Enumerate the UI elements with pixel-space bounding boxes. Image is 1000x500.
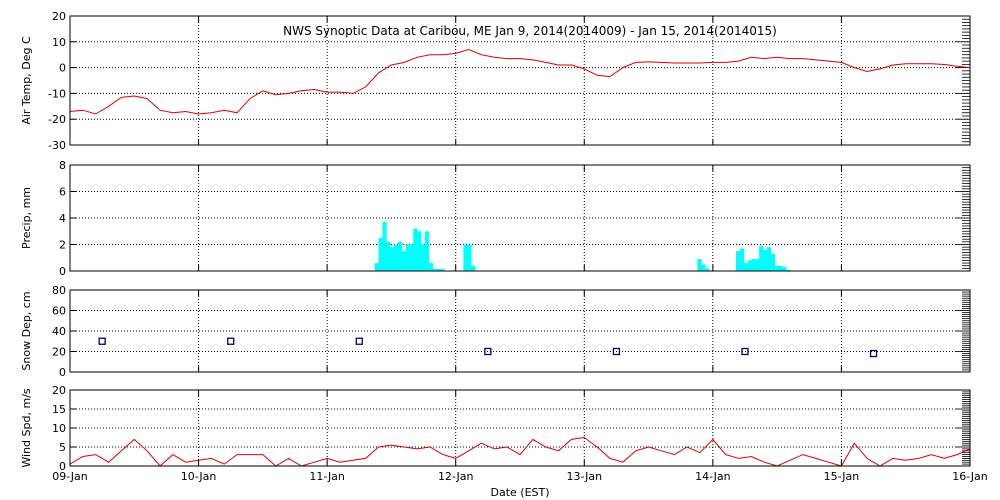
precip-bar bbox=[436, 269, 441, 271]
precip-bar bbox=[394, 244, 399, 271]
temp-ytick-label: -10 bbox=[48, 87, 66, 100]
precip-bar bbox=[766, 247, 772, 271]
wind-y-axis-label: Wind Spd, m/s bbox=[20, 388, 33, 468]
precip-bar bbox=[705, 268, 710, 271]
precip-bar bbox=[432, 269, 437, 271]
x-tick-label: 15-Jan bbox=[824, 470, 860, 483]
precip-bar bbox=[386, 241, 391, 271]
precip-ytick-label: 4 bbox=[59, 212, 66, 225]
snow-point bbox=[869, 349, 878, 358]
precip-bar bbox=[697, 259, 702, 271]
precip-ytick-label: 2 bbox=[59, 239, 66, 252]
snow-panel: 0 20 40 60 80 Snow Dep, cm bbox=[20, 284, 971, 379]
precip-bar bbox=[374, 263, 379, 271]
precip-bar bbox=[440, 269, 445, 271]
temp-frame bbox=[69, 15, 971, 146]
precip-bar bbox=[401, 251, 406, 271]
snow-frame bbox=[69, 289, 971, 373]
precip-bar bbox=[770, 253, 775, 271]
precip-bar bbox=[428, 263, 433, 271]
precip-y-axis-label: Precip, mm bbox=[20, 187, 33, 249]
x-tick-label: 16-Jan bbox=[952, 470, 988, 483]
precip-panel: 0 2 4 6 8 Precip, mm bbox=[20, 159, 971, 278]
precip-bar bbox=[778, 265, 783, 271]
precip-bar bbox=[467, 244, 472, 271]
snow-ytick-label: 0 bbox=[59, 366, 66, 379]
precip-bar bbox=[759, 245, 764, 271]
wind-panel: 0 5 10 15 20 Wind Spd, m/s bbox=[20, 384, 971, 473]
wind-ytick-label: 10 bbox=[52, 422, 66, 435]
temp-panel: -30 -20 -10 0 10 20 Air Temp, Deg C bbox=[20, 10, 971, 152]
precip-bar bbox=[774, 265, 779, 271]
wind-ytick-label: 5 bbox=[59, 441, 66, 454]
wind-ytick-label: 15 bbox=[52, 403, 66, 416]
precip-bar bbox=[701, 264, 706, 271]
snow-ytick-label: 20 bbox=[52, 346, 66, 359]
precip-bar bbox=[463, 244, 468, 271]
temp-y-axis-label: Air Temp, Deg C bbox=[20, 36, 33, 125]
precip-bar bbox=[739, 248, 745, 271]
precip-bar bbox=[755, 259, 760, 271]
x-tick-label: 11-Jan bbox=[309, 470, 345, 483]
precip-bar bbox=[743, 263, 748, 271]
precip-bar bbox=[382, 221, 387, 271]
precip-bar bbox=[417, 231, 422, 271]
x-tick-label: 09-Jan bbox=[52, 470, 88, 483]
precip-bar bbox=[471, 265, 476, 271]
snow-ytick-label: 60 bbox=[52, 305, 66, 318]
temp-series-line bbox=[69, 48, 971, 115]
snow-point bbox=[484, 347, 492, 356]
temp-ytick-label: 0 bbox=[59, 62, 66, 75]
snow-point bbox=[98, 337, 106, 345]
precip-bar bbox=[421, 244, 426, 271]
temp-ytick-label: 10 bbox=[52, 36, 66, 49]
precip-bar bbox=[763, 249, 768, 271]
snow-ytick-label: 40 bbox=[52, 325, 66, 338]
precip-ytick-label: 8 bbox=[59, 159, 66, 172]
precip-bar bbox=[413, 228, 418, 271]
precip-bar bbox=[405, 244, 410, 271]
temp-ytick-label: -20 bbox=[48, 113, 66, 126]
x-tick-label: 12-Jan bbox=[438, 470, 474, 483]
x-axis-label: Date (EST) bbox=[490, 486, 549, 499]
temp-ytick-label: 20 bbox=[52, 10, 66, 23]
wind-series-line bbox=[69, 436, 971, 467]
precip-frame bbox=[69, 164, 971, 272]
wind-frame bbox=[69, 389, 971, 467]
precip-bar bbox=[751, 259, 756, 271]
snow-ytick-label: 80 bbox=[52, 284, 66, 297]
precip-bar bbox=[424, 231, 430, 271]
chart-title: NWS Synoptic Data at Caribou, ME Jan 9, … bbox=[283, 24, 777, 38]
temp-ytick-label: -30 bbox=[48, 139, 66, 152]
precip-bar bbox=[390, 247, 395, 271]
x-tick-label: 14-Jan bbox=[695, 470, 731, 483]
precip-ytick-label: 6 bbox=[59, 186, 66, 199]
precip-bar bbox=[397, 241, 403, 271]
x-tick-label: 13-Jan bbox=[567, 470, 603, 483]
snow-point bbox=[741, 347, 749, 356]
snow-point bbox=[227, 337, 235, 345]
precip-bar bbox=[782, 267, 787, 271]
snow-point bbox=[355, 337, 363, 345]
precip-bar bbox=[747, 260, 752, 271]
wind-ytick-label: 0 bbox=[59, 460, 66, 473]
precip-bar bbox=[409, 244, 414, 271]
snow-point bbox=[612, 347, 621, 356]
wind-ytick-label: 20 bbox=[52, 384, 66, 397]
snow-y-axis-label: Snow Dep, cm bbox=[20, 291, 33, 370]
precip-bar bbox=[378, 237, 383, 271]
precip-bar bbox=[736, 251, 741, 271]
x-tick-label: 10-Jan bbox=[181, 470, 217, 483]
precip-ytick-label: 0 bbox=[59, 265, 66, 278]
precip-bar bbox=[786, 269, 791, 271]
